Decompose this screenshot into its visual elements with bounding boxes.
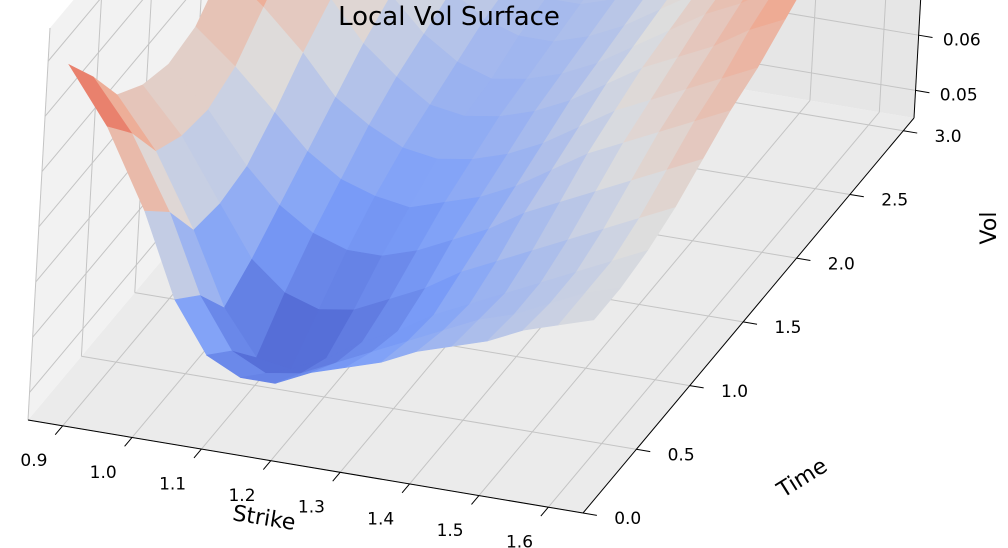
x-tick-mark — [262, 460, 272, 470]
x-grid-line — [547, 111, 880, 508]
x-tick-mark — [332, 471, 341, 482]
x-tick-mark — [54, 425, 64, 436]
x-tick-mark — [193, 448, 202, 459]
x-axis-line — [27, 419, 584, 514]
x-grid-line — [878, 0, 887, 113]
y-tick-label: 1.5 — [774, 318, 801, 338]
x-grid-line — [478, 100, 811, 496]
y-tick-label: 1.0 — [721, 382, 748, 402]
x-tick-mark — [540, 506, 549, 517]
x-tick-label: 1.4 — [367, 509, 394, 529]
z-grid-line — [705, 0, 919, 36]
y-grid-line — [81, 355, 637, 450]
x-grid-line — [809, 0, 817, 101]
x-tick-mark — [471, 495, 480, 505]
y-axis-line — [582, 117, 915, 514]
y-tick-label: 3.0 — [935, 127, 962, 147]
x-tick-label: 1.3 — [298, 498, 325, 518]
tick-marks: 0.9 1.0 1.1 1.2 1.3 1.4 1.5 1.6 0.0 0.5 1.0 1.5 2.0 2… — [20, 0, 981, 548]
z-tick-mark — [918, 34, 933, 39]
y-tick-mark — [636, 448, 651, 453]
x-axis-label: Strike — [231, 501, 297, 536]
y-tick-mark — [903, 130, 918, 134]
x-tick-label: 0.9 — [20, 451, 47, 471]
x-tick-label: 1.1 — [159, 475, 186, 495]
y-tick-mark — [689, 385, 704, 389]
z-tick-mark — [915, 89, 930, 94]
y-tick-mark — [796, 257, 811, 261]
surface-facet — [557, 287, 622, 326]
chart-title: Local Vol Surface — [338, 2, 560, 32]
y-tick-label: 2.0 — [828, 254, 855, 274]
y-grid-line — [27, 27, 51, 421]
y-tick-label: 0.5 — [668, 446, 695, 466]
x-tick-mark — [124, 437, 133, 447]
x-tick-label: 1.0 — [90, 463, 117, 483]
z-tick-label: 0.05 — [940, 86, 978, 106]
z-tick-label: 0.06 — [943, 30, 981, 50]
x-tick-label: 1.6 — [506, 533, 533, 548]
y-tick-mark — [743, 321, 758, 325]
y-axis-label: Time — [772, 454, 832, 504]
z-axis-label: Vol — [977, 212, 1002, 245]
x-tick-label: 1.5 — [437, 521, 464, 541]
x-tick-mark — [401, 483, 410, 494]
z-grid-line — [44, 0, 144, 117]
vol-surface — [68, 0, 797, 384]
x-tick-label: 1.2 — [228, 486, 255, 506]
y-tick-label: 2.5 — [881, 191, 908, 211]
y-tick-mark — [849, 193, 864, 198]
y-tick-label: 0.0 — [614, 509, 641, 529]
z-axis-line — [913, 0, 922, 119]
y-tick-mark — [582, 512, 597, 516]
y-grid-line — [80, 0, 102, 357]
